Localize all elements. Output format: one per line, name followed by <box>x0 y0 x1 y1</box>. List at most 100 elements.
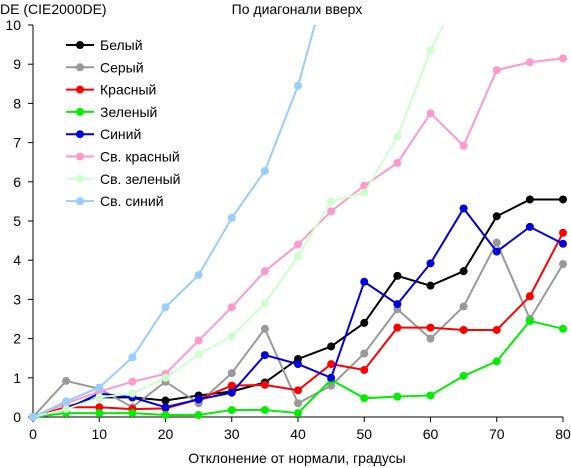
data-point <box>426 323 435 332</box>
legend-label: Синий <box>100 126 141 142</box>
y-tick-label: 5 <box>13 213 21 229</box>
legend-marker <box>76 197 84 206</box>
legend-entry: Зеленый <box>66 104 157 120</box>
legend-label: Серый <box>100 59 144 75</box>
y-tick-label: 4 <box>13 252 21 268</box>
data-point <box>525 195 534 204</box>
legend-marker <box>76 152 84 161</box>
x-tick-label: 70 <box>489 426 505 442</box>
y-tick-label: 10 <box>5 17 21 33</box>
data-point <box>525 222 534 231</box>
data-point <box>327 373 336 382</box>
data-point <box>294 386 302 395</box>
data-point <box>260 380 269 389</box>
data-point <box>128 353 137 362</box>
data-point <box>260 351 269 360</box>
data-point <box>559 260 567 269</box>
x-tick-label: 0 <box>29 426 37 442</box>
data-point <box>492 357 501 366</box>
series-line <box>32 25 445 418</box>
data-point <box>260 324 269 333</box>
data-point <box>161 373 170 382</box>
data-point <box>492 247 501 256</box>
data-point <box>459 325 468 334</box>
data-point <box>194 350 203 359</box>
data-point <box>559 54 567 63</box>
data-point <box>327 207 336 216</box>
y-tick-label: 0 <box>13 409 21 425</box>
data-point <box>393 158 402 167</box>
legend-entry: Св. красный <box>66 149 180 165</box>
legend-label: Св. красный <box>100 149 180 165</box>
data-point <box>227 381 236 390</box>
series-4 <box>29 316 567 421</box>
y-tick-label: 7 <box>13 135 21 151</box>
legend-marker <box>76 174 84 183</box>
data-point <box>227 303 236 312</box>
data-point <box>161 396 170 405</box>
x-tick-label: 10 <box>91 426 107 442</box>
data-point <box>426 334 435 343</box>
data-point <box>360 188 369 197</box>
data-point <box>227 369 236 378</box>
data-point <box>161 303 170 312</box>
data-point <box>95 383 104 392</box>
data-point <box>559 195 567 204</box>
data-point <box>327 342 336 351</box>
data-point <box>360 277 369 286</box>
data-point <box>360 365 369 374</box>
data-point <box>360 318 369 327</box>
data-point <box>492 238 501 247</box>
data-point <box>128 409 137 418</box>
data-point <box>260 299 269 308</box>
data-point <box>260 267 269 276</box>
data-point <box>459 141 468 150</box>
y-tick-label: 6 <box>13 174 21 190</box>
legend: Белый Серый Красный Зеленый Синий Св. красный… <box>66 37 180 209</box>
y-tick-label: 9 <box>13 56 21 72</box>
y-axis-label: DE (CIE2000DE) <box>0 1 107 17</box>
data-point <box>492 212 501 221</box>
data-point <box>161 411 170 420</box>
x-tick-label: 30 <box>224 426 240 442</box>
data-point <box>294 81 302 90</box>
data-point <box>360 394 369 403</box>
legend-marker <box>76 41 84 49</box>
data-point <box>459 204 468 213</box>
legend-label: Белый <box>100 37 143 53</box>
data-point <box>393 132 402 141</box>
data-point <box>227 332 236 341</box>
data-point <box>393 323 402 332</box>
data-point <box>260 405 269 414</box>
data-point <box>559 228 567 237</box>
data-point <box>62 376 71 385</box>
data-point <box>426 259 435 268</box>
data-point <box>194 395 203 404</box>
legend-label: Красный <box>100 82 156 98</box>
data-point <box>426 391 435 400</box>
data-point <box>95 409 104 418</box>
data-point <box>327 381 336 390</box>
data-point <box>128 389 137 398</box>
data-point <box>327 197 336 206</box>
data-point <box>525 292 534 301</box>
data-point <box>393 392 402 401</box>
data-point <box>459 371 468 380</box>
legend-entry: Белый <box>66 37 143 53</box>
x-tick-label: 80 <box>555 426 571 442</box>
series-line <box>32 25 316 418</box>
x-axis-label: Отклонение от нормали, градусы <box>188 450 405 466</box>
series-line <box>32 198 563 418</box>
data-point <box>426 46 435 55</box>
legend-marker <box>76 107 84 116</box>
legend-entry: Красный <box>66 82 156 98</box>
data-point <box>426 281 435 290</box>
legend-entry: Св. синий <box>66 193 164 209</box>
data-point <box>525 58 534 67</box>
data-point <box>492 66 501 75</box>
legend-entry: Св. зеленый <box>66 171 180 187</box>
data-point <box>227 405 236 414</box>
chart-title: По диагонали вверх <box>232 1 363 17</box>
data-point <box>194 411 203 420</box>
